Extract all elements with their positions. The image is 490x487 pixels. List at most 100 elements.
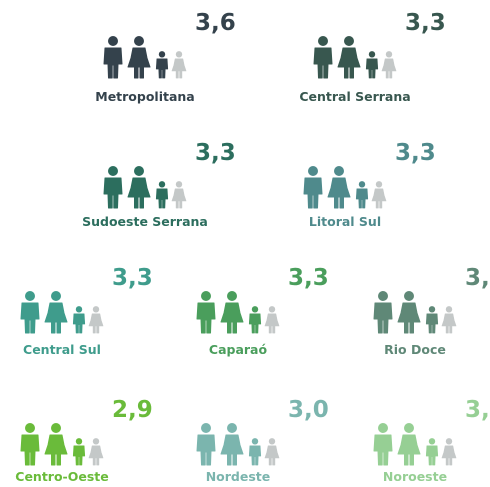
region-name: Caparaó bbox=[209, 342, 268, 357]
body bbox=[264, 313, 280, 334]
body bbox=[397, 302, 421, 334]
head bbox=[368, 51, 376, 58]
body bbox=[371, 188, 387, 209]
region-name: Central Serrana bbox=[299, 89, 410, 104]
body bbox=[425, 313, 439, 334]
body bbox=[155, 188, 169, 209]
body bbox=[355, 188, 369, 209]
body bbox=[44, 302, 68, 334]
region-value: 3,3 bbox=[395, 140, 436, 166]
head bbox=[175, 51, 183, 58]
head bbox=[201, 291, 211, 301]
family-icon bbox=[196, 291, 280, 334]
body bbox=[425, 445, 439, 466]
family-icon bbox=[313, 36, 397, 79]
head bbox=[385, 51, 393, 58]
head bbox=[358, 181, 366, 188]
body bbox=[365, 58, 379, 79]
body bbox=[171, 58, 187, 79]
body bbox=[155, 58, 169, 79]
head bbox=[75, 438, 83, 445]
body bbox=[103, 177, 123, 209]
body bbox=[220, 302, 244, 334]
region-value: 3,3 bbox=[288, 265, 329, 291]
head bbox=[75, 306, 83, 313]
body bbox=[220, 434, 244, 466]
body bbox=[44, 434, 68, 466]
region-value: 3,3 bbox=[405, 10, 446, 36]
head bbox=[92, 438, 100, 445]
body bbox=[264, 445, 280, 466]
body bbox=[88, 313, 104, 334]
family-icon bbox=[373, 423, 457, 466]
region-value: 3,3 bbox=[195, 140, 236, 166]
head bbox=[318, 36, 328, 46]
head bbox=[227, 291, 237, 301]
body bbox=[327, 177, 351, 209]
head bbox=[251, 306, 259, 313]
family-icon bbox=[196, 423, 280, 466]
region-name: Litoral Sul bbox=[309, 214, 381, 229]
body bbox=[397, 434, 421, 466]
family-icon bbox=[103, 166, 187, 209]
head bbox=[428, 438, 436, 445]
region-name: Noroeste bbox=[383, 469, 447, 484]
body bbox=[20, 434, 40, 466]
head bbox=[308, 166, 318, 176]
region-name: Rio Doce bbox=[384, 342, 446, 357]
family-icon bbox=[373, 291, 457, 334]
region-value: 3,1 bbox=[465, 397, 490, 423]
head bbox=[134, 36, 144, 46]
head bbox=[251, 438, 259, 445]
region-value: 2,9 bbox=[112, 397, 153, 423]
head bbox=[428, 306, 436, 313]
head bbox=[134, 166, 144, 176]
region-name: Centro-Oeste bbox=[15, 469, 108, 484]
head bbox=[51, 291, 61, 301]
region-value: 3,1 bbox=[465, 265, 490, 291]
head bbox=[375, 181, 383, 188]
head bbox=[175, 181, 183, 188]
body bbox=[196, 302, 216, 334]
body bbox=[72, 445, 86, 466]
body bbox=[303, 177, 323, 209]
head bbox=[404, 423, 414, 433]
family-icon bbox=[103, 36, 187, 79]
head bbox=[158, 51, 166, 58]
head bbox=[201, 423, 211, 433]
body bbox=[313, 47, 333, 79]
family-icon bbox=[303, 166, 387, 209]
head bbox=[227, 423, 237, 433]
family-icon bbox=[20, 291, 104, 334]
head bbox=[334, 166, 344, 176]
head bbox=[378, 423, 388, 433]
head bbox=[25, 423, 35, 433]
body bbox=[72, 313, 86, 334]
body bbox=[127, 177, 151, 209]
region-name: Nordeste bbox=[206, 469, 271, 484]
body bbox=[373, 434, 393, 466]
body bbox=[171, 188, 187, 209]
body bbox=[103, 47, 123, 79]
head bbox=[25, 291, 35, 301]
body bbox=[441, 445, 457, 466]
head bbox=[108, 166, 118, 176]
body bbox=[196, 434, 216, 466]
body bbox=[20, 302, 40, 334]
head bbox=[51, 423, 61, 433]
body bbox=[373, 302, 393, 334]
region-name: Metropolitana bbox=[95, 89, 195, 104]
body bbox=[248, 313, 262, 334]
region-value: 3,6 bbox=[195, 10, 236, 36]
body bbox=[381, 58, 397, 79]
head bbox=[445, 306, 453, 313]
region-value: 3,0 bbox=[288, 397, 329, 423]
body bbox=[127, 47, 151, 79]
head bbox=[404, 291, 414, 301]
family-icon bbox=[20, 423, 104, 466]
region-name: Sudoeste Serrana bbox=[82, 214, 208, 229]
region-value: 3,3 bbox=[112, 265, 153, 291]
head bbox=[268, 306, 276, 313]
head bbox=[158, 181, 166, 188]
